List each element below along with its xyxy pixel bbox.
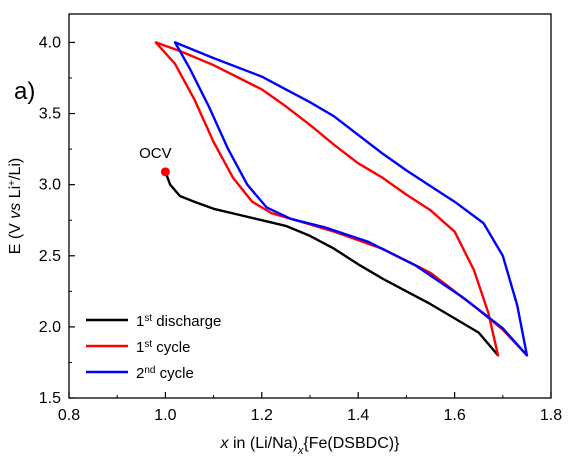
legend-label-1st-discharge: 1st discharge [136,313,221,331]
x-tick-label: 1.8 [540,407,562,424]
legend: 1st discharge 1st cycle 2nd cycle [86,313,221,383]
legend-entry-1st-cycle: 1st cycle [86,339,190,357]
y-axis-label: E (V vs Li+/Li) [7,158,25,255]
series-line-2nd-cycle [173,41,529,357]
x-tick-label: 1.4 [347,407,369,424]
axis-ticks: 0.8 1.0 1.2 1.4 1.6 1.8 1.5 2.0 2.5 3.0 3.5 4.0 [39,34,562,424]
x-tick-label: 1.6 [443,407,465,424]
panel-label: a) [14,78,35,105]
series-layer [154,41,529,357]
y-tick-label: 4.0 [39,34,61,51]
y-tick-label: 1.5 [39,390,61,407]
x-axis-label: x in (Li/Na)x{Fe(DSBDC)} [220,435,401,457]
y-tick-label: 3.5 [39,106,61,123]
x-tick-label: 0.8 [58,407,80,424]
series-line-1st-discharge [164,170,500,357]
legend-entry-2nd-cycle: 2nd cycle [86,365,194,383]
legend-entry-1st-discharge: 1st discharge [86,313,221,331]
y-tick-label: 2.0 [39,319,61,336]
x-tick-label: 1.2 [251,407,273,424]
ocv-annotation: OCV [139,145,172,162]
y-tick-label: 2.5 [39,248,61,265]
ocv-marker [160,167,170,177]
x-tick-label: 1.0 [154,407,176,424]
legend-label-1st-cycle: 1st cycle [136,339,190,357]
legend-label-2nd-cycle: 2nd cycle [136,365,194,383]
plot-area [68,13,552,399]
series-line-1st-cycle [154,41,529,357]
y-tick-label: 3.0 [39,177,61,194]
